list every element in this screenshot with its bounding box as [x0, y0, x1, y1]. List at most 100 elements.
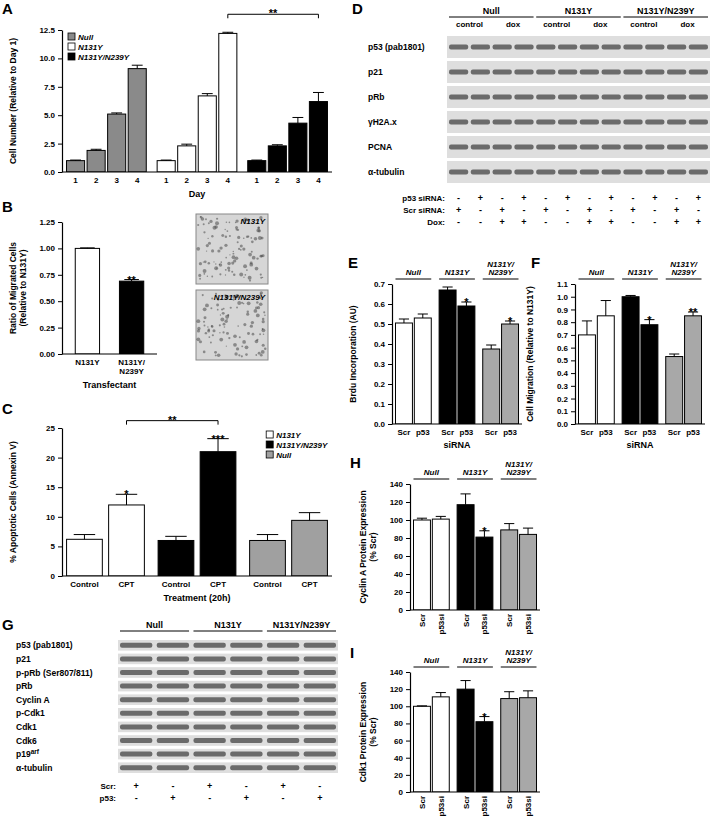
tick: 0.1	[374, 400, 392, 409]
blot-band	[449, 120, 468, 125]
error-bar	[111, 113, 122, 114]
bar-chart: 0.00.10.20.30.40.50.60.7Scrp53Scrp53Scrp…	[348, 260, 522, 451]
bar	[432, 519, 449, 610]
tick-mark	[388, 424, 392, 425]
tick-label: 60	[394, 737, 403, 746]
tick: 12.5	[39, 26, 62, 35]
blot-band	[157, 765, 189, 770]
bar	[439, 290, 456, 424]
micrograph-texture	[227, 266, 230, 269]
blot-band	[157, 670, 189, 675]
condition-sign: +	[170, 793, 175, 803]
tick: 0.00	[39, 350, 62, 359]
tick: 40	[394, 570, 410, 579]
blot-band	[471, 120, 490, 125]
tick: 100	[390, 516, 410, 525]
error-bar	[80, 247, 95, 249]
blot-band	[493, 145, 512, 150]
row-label-sup: arf	[31, 748, 40, 755]
micrograph-texture	[213, 226, 217, 230]
group-underline	[457, 479, 493, 480]
micrograph-texture	[237, 236, 240, 239]
micrograph-texture	[196, 247, 200, 251]
tick-mark	[388, 284, 392, 285]
figure-container: 0.02.55.07.510.012.5123412341234DayCell …	[0, 0, 713, 825]
row-label: Cyclin A	[16, 695, 50, 705]
group-label: N131Y	[445, 268, 470, 277]
bar	[219, 33, 237, 172]
micrograph-texture	[262, 318, 265, 321]
blot-strip	[118, 640, 338, 651]
tick: 10.0	[39, 54, 62, 63]
x-axis-line	[575, 423, 705, 424]
y-axis: 020406080100120140	[390, 480, 411, 615]
tick-label: 15	[46, 483, 55, 492]
blot-band	[230, 656, 262, 661]
blot-band	[304, 656, 336, 661]
blot-band	[267, 697, 299, 702]
micrograph-texture	[224, 326, 226, 328]
micrograph-texture	[255, 340, 259, 344]
blot-band	[689, 145, 708, 150]
blot-band	[580, 170, 599, 175]
group-underline	[483, 279, 519, 280]
condition-sign: +	[500, 217, 505, 227]
bar	[158, 540, 194, 576]
micrograph-texture	[219, 338, 223, 342]
x-tick-label: 3	[114, 176, 119, 185]
blot-band	[623, 45, 642, 50]
blot-band	[230, 752, 262, 757]
tick: 5	[51, 542, 62, 551]
legend-item: N131Y	[68, 43, 103, 52]
micrograph-image	[196, 214, 268, 284]
condition-sign: +	[478, 193, 483, 203]
tick-label: 120	[390, 498, 404, 507]
legend-swatch	[68, 53, 75, 60]
y-axis-line	[62, 223, 63, 355]
bar-chart: 020406080100120140Scrp53siScrp53siScrp53…	[358, 460, 540, 635]
condition-label: Scr siRNA:	[403, 206, 445, 215]
blot-band	[580, 145, 599, 150]
y-axis: 0.02.55.07.510.012.5	[39, 26, 62, 177]
micrograph-texture	[206, 250, 207, 251]
tick-label: 140	[390, 480, 404, 489]
tick-mark	[406, 574, 410, 575]
error-bar	[626, 295, 636, 296]
x-tick-label: 4	[135, 176, 140, 185]
tick: 0.9	[557, 306, 575, 315]
tick: 0	[51, 572, 62, 581]
micrograph-texture	[210, 342, 212, 344]
group-underline	[501, 479, 537, 480]
blot-band	[120, 724, 152, 729]
micrograph-texture	[229, 222, 231, 224]
micrograph-texture	[251, 321, 254, 324]
subgroup-label: dox	[680, 20, 695, 29]
blot-strip	[118, 762, 338, 773]
blot-band	[267, 684, 299, 689]
row-label: γH2A.x	[368, 117, 397, 127]
tick-label: 2.5	[44, 140, 56, 149]
bar	[641, 325, 658, 424]
legend-swatch	[68, 43, 75, 50]
tick: 0.8	[557, 318, 575, 327]
micrograph-texture	[207, 326, 209, 328]
tick-label: 1.0	[557, 293, 569, 302]
x-tick-label: Control	[253, 580, 281, 589]
blot-band	[304, 670, 336, 675]
annotation: **	[127, 274, 136, 286]
micrograph-texture	[257, 227, 260, 230]
x-tick-label: 2	[275, 176, 280, 185]
micrograph-texture	[222, 331, 224, 333]
tick-label: 0	[399, 606, 404, 615]
tick-label: 12.5	[39, 26, 55, 35]
tick: 1.1	[557, 280, 575, 289]
condition-sign: -	[544, 217, 547, 227]
tick-mark	[388, 364, 392, 365]
text-line: Ratio of Migrated Cells	[8, 242, 18, 334]
micrograph-texture	[262, 320, 265, 323]
x-tick-label: CPT	[119, 580, 135, 589]
annotation: *	[647, 314, 652, 326]
group-underline	[439, 279, 475, 280]
group-underline	[501, 667, 537, 668]
condition-sign: +	[630, 205, 635, 215]
